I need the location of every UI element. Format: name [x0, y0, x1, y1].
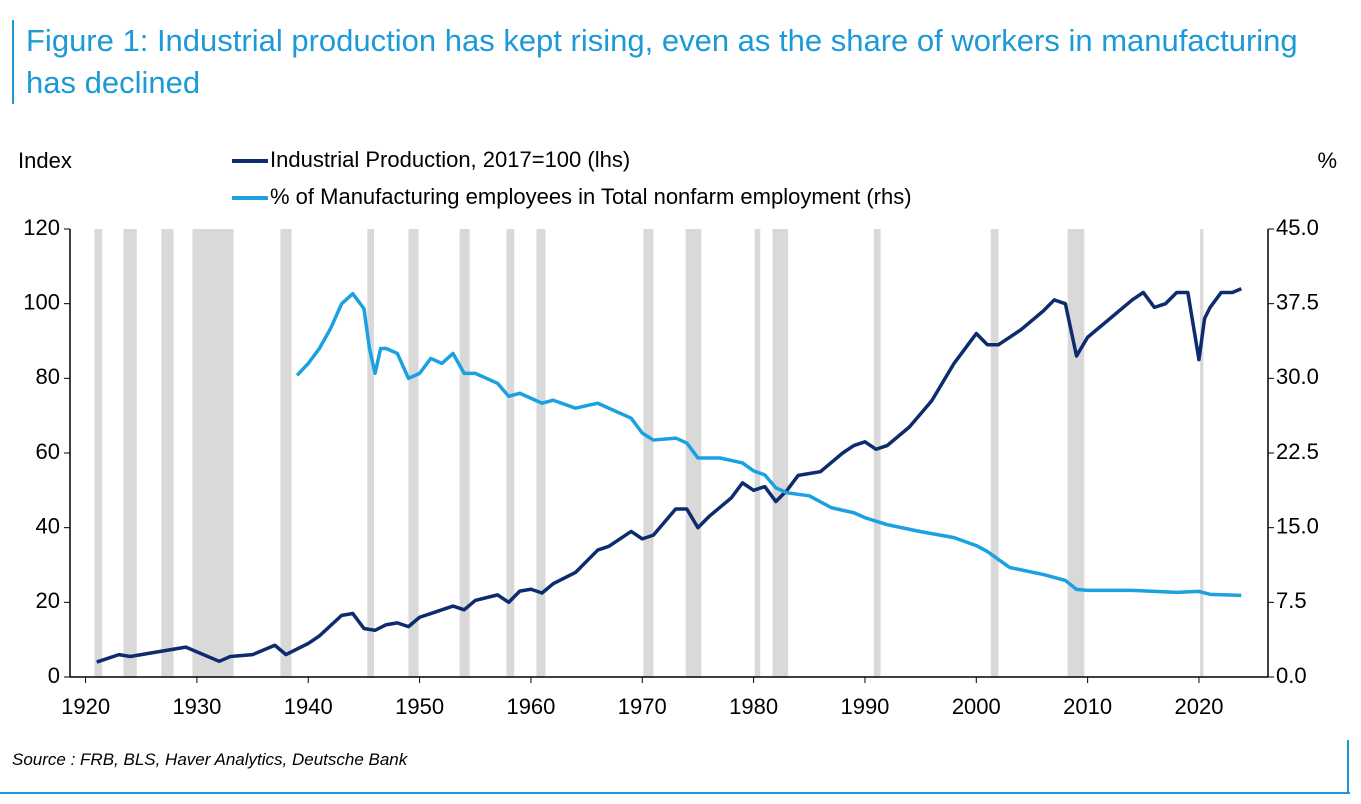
x-tick-label: 1960	[506, 694, 555, 719]
x-tick-label: 1920	[61, 694, 110, 719]
y-tick-label: 100	[23, 289, 60, 314]
chart-title: Figure 1: Industrial production has kept…	[12, 20, 1336, 104]
x-tick-label: 2010	[1063, 694, 1112, 719]
y-tick-label: 0	[48, 663, 60, 688]
y2-tick-label: 7.5	[1276, 588, 1307, 613]
recession-band	[990, 229, 999, 677]
recession-band	[1067, 229, 1085, 677]
recession-band	[873, 229, 881, 677]
y-tick-label: 40	[36, 513, 60, 538]
y-tick-label: 80	[36, 364, 60, 389]
y-axis-label: Index	[18, 148, 72, 173]
y-tick-label: 20	[36, 588, 60, 613]
x-tick-label: 2000	[952, 694, 1001, 719]
x-tick-label: 1970	[618, 694, 667, 719]
y2-tick-label: 30.0	[1276, 364, 1319, 389]
y2-tick-label: 45.0	[1276, 215, 1319, 240]
recession-band	[123, 229, 137, 677]
recession-band	[161, 229, 174, 677]
recession-band	[459, 229, 470, 677]
recession-band	[772, 229, 789, 677]
data-line	[295, 291, 1242, 598]
x-tick-label: 1980	[729, 694, 778, 719]
recession-band	[280, 229, 292, 677]
legend-label: % of Manufacturing employees in Total no…	[270, 184, 912, 209]
y2-tick-label: 0.0	[1276, 663, 1307, 688]
recession-band	[536, 229, 546, 677]
recession-band	[506, 229, 515, 677]
y2-tick-label: 37.5	[1276, 289, 1319, 314]
y2-tick-label: 22.5	[1276, 439, 1319, 464]
source-note: Source : FRB, BLS, Haver Analytics, Deut…	[12, 750, 408, 769]
recession-band	[1200, 229, 1204, 677]
recession-band	[408, 229, 419, 677]
recession-band	[192, 229, 234, 677]
x-tick-label: 1990	[840, 694, 889, 719]
recession-band	[94, 229, 103, 677]
legend-label: Industrial Production, 2017=100 (lhs)	[270, 147, 630, 172]
x-tick-label: 1950	[395, 694, 444, 719]
y2-tick-label: 15.0	[1276, 513, 1319, 538]
x-tick-label: 1930	[172, 694, 221, 719]
recession-band	[367, 229, 374, 677]
recession-band	[643, 229, 654, 677]
y-tick-label: 120	[23, 215, 60, 240]
x-tick-label: 2020	[1174, 694, 1223, 719]
data-line	[96, 287, 1242, 664]
x-tick-label: 1940	[284, 694, 333, 719]
y-tick-label: 60	[36, 439, 60, 464]
recession-band	[754, 229, 761, 677]
y2-axis-label: %	[1317, 148, 1337, 173]
